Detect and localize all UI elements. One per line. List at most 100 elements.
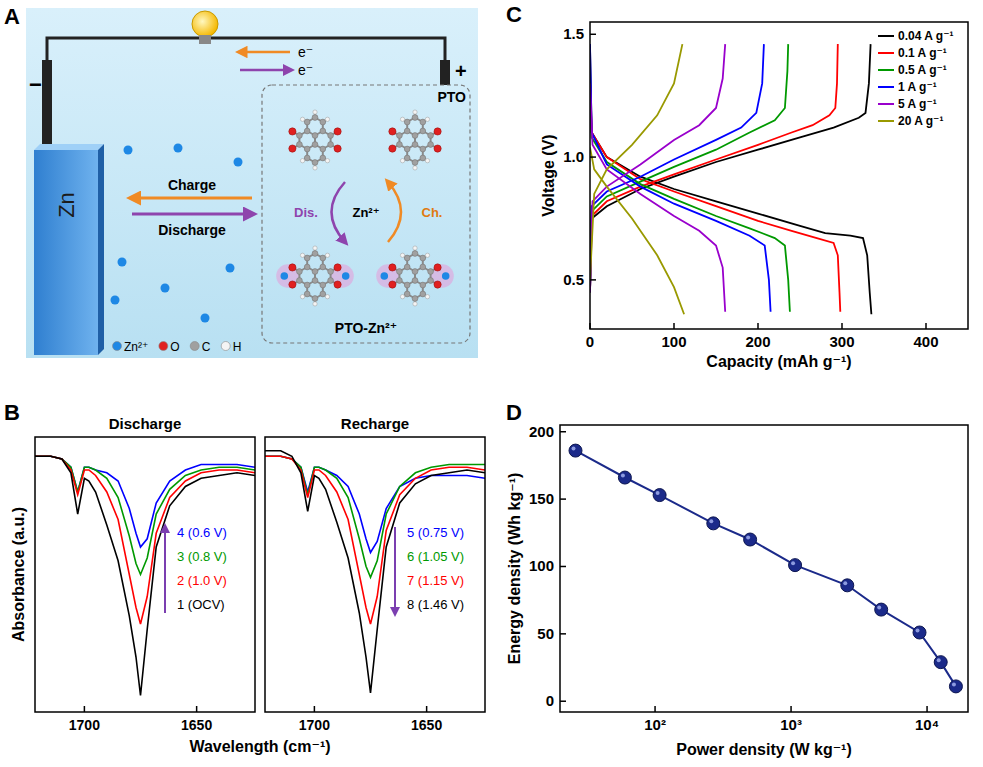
- spectrum-line: [35, 456, 255, 695]
- y-tick: [590, 34, 596, 36]
- discharge-arrow: [132, 213, 252, 216]
- legend-swatch: [878, 120, 894, 122]
- atom-c: [412, 269, 418, 275]
- x-tick: [426, 706, 428, 712]
- x-tick-label: 10²: [644, 716, 666, 733]
- atom-h: [400, 117, 404, 121]
- atom-c: [320, 155, 326, 161]
- zn-plate: [34, 150, 98, 355]
- point-highlight: [937, 658, 941, 662]
- legend-label: 0.5 A g⁻¹: [898, 63, 947, 77]
- atom-c: [320, 146, 326, 152]
- legend-label: 7 (1.15 V): [407, 573, 464, 588]
- atom-c: [412, 160, 418, 166]
- atom-h: [313, 166, 317, 170]
- x-tick-label: 400: [913, 333, 938, 350]
- ragone-point: [934, 656, 947, 669]
- atom-c: [328, 269, 334, 275]
- atom-h: [300, 117, 304, 121]
- x-tick-label: 100: [661, 333, 686, 350]
- ragone-point: [949, 680, 962, 693]
- terminal: [42, 60, 52, 152]
- atom-h: [425, 117, 429, 121]
- charge-label: Charge: [168, 177, 216, 193]
- atom-c: [404, 155, 410, 161]
- atom-zn: [281, 272, 289, 280]
- electron-label: e⁻: [298, 44, 313, 60]
- legend-swatch: [878, 35, 894, 37]
- atom-h: [300, 253, 304, 257]
- legend: 0.04 A g⁻¹0.1 A g⁻¹0.5 A g⁻¹1 A g⁻¹5 A g…: [878, 29, 953, 128]
- plate-top: [34, 144, 104, 150]
- wire: [47, 38, 445, 62]
- atom-o: [289, 281, 296, 288]
- legend-label: 5 (0.75 V): [407, 525, 464, 540]
- legend-label: C: [202, 340, 211, 354]
- atom-h: [325, 253, 329, 257]
- plot-frame: [590, 22, 968, 329]
- atom-c: [304, 291, 310, 297]
- atom-h: [413, 302, 417, 306]
- point-highlight: [791, 561, 795, 565]
- atom-c: [328, 278, 334, 284]
- figure: A−+e⁻e⁻ZnChargeDischargePTOZn²⁺Dis.Ch.PT…: [0, 0, 983, 767]
- panel-letter: C: [506, 2, 522, 27]
- atom-c: [404, 128, 410, 134]
- cycle-ion: Zn²⁺: [352, 205, 379, 220]
- atom-c: [420, 291, 426, 297]
- atom-h: [313, 110, 317, 114]
- atom-c: [412, 278, 418, 284]
- legend-swatch: [878, 52, 894, 54]
- legend-label: 6 (1.05 V): [407, 549, 464, 564]
- x-tick: [790, 706, 792, 712]
- atom-c: [428, 133, 434, 139]
- atom-c: [312, 115, 318, 121]
- y-tick-label: 0: [546, 692, 554, 709]
- atom-h: [413, 110, 417, 114]
- atom-c: [320, 255, 326, 261]
- discharge-label: Discharge: [158, 222, 226, 238]
- ragone-point: [653, 489, 666, 502]
- x-tick: [654, 706, 656, 712]
- y-tick: [590, 156, 596, 158]
- atom-h: [313, 246, 317, 250]
- sign: −: [29, 72, 42, 97]
- atom-o: [389, 128, 396, 135]
- cathode-box: [262, 85, 470, 343]
- x-tick: [84, 706, 86, 712]
- halo: [276, 264, 299, 287]
- atom-o: [434, 145, 441, 152]
- atom-c: [304, 128, 310, 134]
- diagram: A−+e⁻e⁻ZnChargeDischargePTOZn²⁺Dis.Ch.PT…: [4, 4, 478, 358]
- ragone-point: [789, 559, 802, 572]
- atom-h: [300, 295, 304, 299]
- atom-o: [389, 281, 396, 288]
- x-axis-title: Capacity (mAh g⁻¹): [706, 353, 851, 370]
- atom-h: [325, 159, 329, 163]
- subplot-title: Discharge: [109, 415, 182, 432]
- x-tick-label: 1650: [411, 717, 442, 733]
- y-tick-label: 50: [537, 625, 554, 642]
- curve: [590, 44, 871, 314]
- atom-c: [404, 146, 410, 152]
- x-tick: [757, 323, 759, 329]
- atom-c: [320, 119, 326, 125]
- x-tick: [196, 706, 198, 712]
- atom-c: [304, 255, 310, 261]
- pto-molecule: [389, 110, 441, 170]
- atom-c: [412, 251, 418, 257]
- ion: [226, 264, 235, 273]
- x-tick-label: 1700: [299, 717, 330, 733]
- atom-c: [297, 278, 303, 284]
- y-tick-label: 1.0: [563, 148, 584, 165]
- atom-c: [404, 119, 410, 125]
- y-tick: [560, 566, 566, 568]
- atom-c: [320, 282, 326, 288]
- cycle-label: Ch.: [422, 205, 443, 220]
- plot-area: [35, 456, 255, 695]
- atom-zn: [442, 272, 450, 280]
- pto-zn-molecule: [376, 246, 454, 306]
- y-tick-label: 200: [529, 423, 554, 440]
- atom-c: [428, 278, 434, 284]
- x-tick: [314, 706, 316, 712]
